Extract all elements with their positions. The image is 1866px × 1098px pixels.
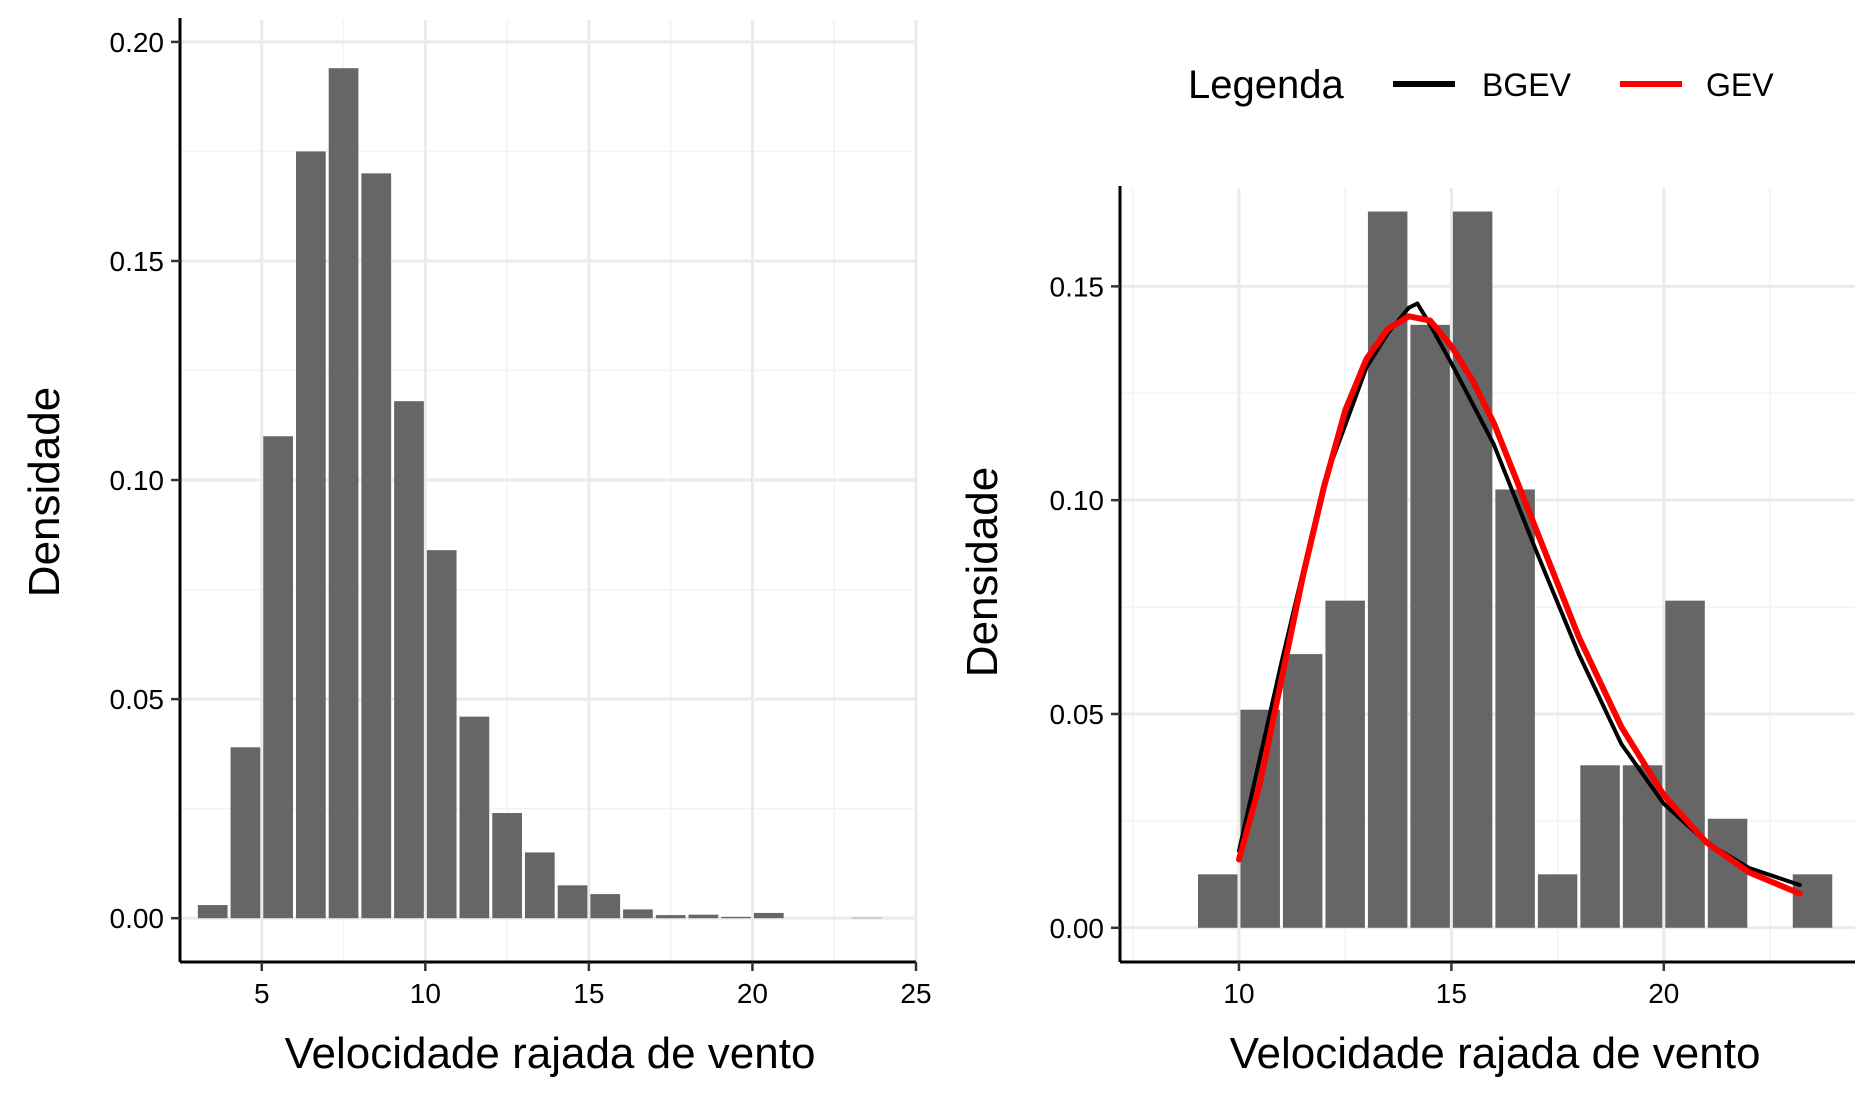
left-bar (295, 151, 326, 919)
left-y-tick-label: 0.15 (110, 246, 165, 277)
right-panel: 10 15 20 0.00 0.05 0.10 0.15 Velocidade rajada… (958, 63, 1855, 1078)
left-x-tick-label: 10 (410, 978, 441, 1009)
left-bar (524, 852, 555, 919)
left-x-tick-label: 25 (900, 978, 931, 1009)
left-bars (197, 68, 882, 919)
left-bar (557, 885, 588, 919)
right-y-tick-label: 0.15 (1050, 271, 1105, 302)
right-bars (1197, 211, 1833, 928)
right-x-tick-label: 20 (1648, 978, 1679, 1009)
left-bar (753, 912, 784, 919)
left-bar (688, 914, 719, 919)
right-x-tick-label: 15 (1436, 978, 1467, 1009)
left-bar (394, 401, 424, 919)
left-bar (361, 173, 392, 919)
right-y-axis-title: Densidade (958, 467, 1007, 677)
right-bar (1325, 600, 1365, 928)
left-y-tick-label: 0.00 (110, 903, 165, 934)
right-bar (1537, 874, 1578, 928)
left-bar (263, 436, 293, 919)
legend-label-gev: GEV (1706, 67, 1774, 103)
right-x-tick-label: 10 (1223, 978, 1254, 1009)
right-bar (1197, 874, 1238, 928)
right-y-tick-label: 0.05 (1050, 699, 1105, 730)
legend: Legenda BGEV GEV (1188, 63, 1774, 107)
left-x-tick-label: 5 (254, 978, 270, 1009)
left-x-axis-title: Velocidade rajada de vento (285, 1029, 816, 1078)
left-bar (328, 68, 359, 919)
left-bar (459, 716, 490, 919)
right-bar (1410, 324, 1450, 928)
legend-title: Legenda (1188, 63, 1344, 107)
right-bar (1452, 211, 1493, 928)
line-bgev (1237, 301, 1802, 887)
right-bar (1495, 489, 1535, 928)
left-bar (230, 747, 261, 919)
left-y-tick-label: 0.05 (110, 684, 165, 715)
left-bar (655, 915, 686, 919)
left-bar (492, 813, 522, 919)
left-x-tick-label: 15 (573, 978, 604, 1009)
left-bar (197, 905, 228, 919)
right-bar (1580, 765, 1620, 928)
left-y-tick-label: 0.20 (110, 27, 165, 58)
right-bar (1792, 874, 1833, 928)
legend-label-bgev: BGEV (1482, 67, 1572, 103)
line-gev (1236, 313, 1803, 897)
right-y-tick-label: 0.00 (1050, 913, 1105, 944)
left-bar (426, 550, 457, 919)
left-axes: 5 10 15 20 25 0.00 0.05 0.10 0.15 0.20 (110, 18, 932, 1009)
left-bar (590, 894, 621, 919)
right-x-axis-title: Velocidade rajada de vento (1230, 1029, 1761, 1078)
left-bar (623, 909, 653, 919)
left-panel: 5 10 15 20 25 0.00 0.05 0.10 0.15 0.20 Velocidade… (20, 18, 932, 1078)
right-bar (1622, 765, 1663, 928)
right-bar (1707, 818, 1748, 928)
left-y-axis-title: Densidade (20, 387, 69, 597)
left-x-tick-label: 20 (737, 978, 768, 1009)
right-bar (1665, 600, 1705, 928)
left-bar (721, 916, 751, 919)
left-y-tick-label: 0.10 (110, 465, 165, 496)
right-bar (1282, 654, 1323, 928)
right-y-tick-label: 0.10 (1050, 485, 1105, 516)
right-density-lines (1236, 301, 1803, 897)
right-axes: 10 15 20 0.00 0.05 0.10 0.15 (1050, 186, 1855, 1009)
